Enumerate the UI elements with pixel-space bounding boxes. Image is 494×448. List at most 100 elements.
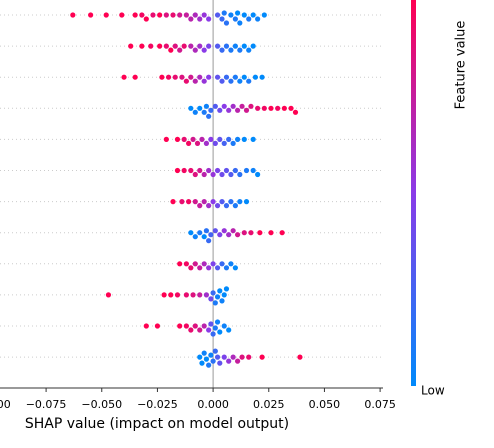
shap-point <box>217 136 223 142</box>
shap-point <box>234 358 241 364</box>
x-tick-label: −0.025 <box>137 398 178 411</box>
shap-point <box>206 16 212 22</box>
shap-point <box>237 47 243 53</box>
shap-point <box>168 47 174 53</box>
shap-point <box>186 140 192 146</box>
shap-point <box>210 199 216 205</box>
shap-point <box>197 105 203 111</box>
shap-point <box>219 199 225 205</box>
shap-point <box>174 292 181 298</box>
shap-point <box>243 199 250 205</box>
shap-point <box>183 12 189 18</box>
shap-point <box>214 354 221 360</box>
shap-point <box>228 199 234 205</box>
shap-point <box>212 300 218 306</box>
shap-point <box>275 105 281 111</box>
shap-point <box>255 105 261 111</box>
shap-point <box>201 171 207 178</box>
shap-point <box>172 43 178 49</box>
shap-point <box>241 136 247 142</box>
shap-point <box>150 12 156 18</box>
shap-point <box>197 16 203 22</box>
shap-point <box>210 171 216 178</box>
shap-point <box>223 167 230 174</box>
shap-point <box>217 107 223 113</box>
shap-point <box>219 16 225 22</box>
shap-point <box>217 329 223 335</box>
shap-point <box>239 354 245 360</box>
shap-point <box>103 12 109 18</box>
shap-point <box>288 105 294 111</box>
shap-point <box>143 323 149 329</box>
shap-point <box>214 319 221 325</box>
shap-point <box>230 228 236 234</box>
shap-point <box>228 12 234 18</box>
shap-point <box>201 109 207 115</box>
shap-point <box>197 354 203 360</box>
shap-point <box>221 354 227 360</box>
shap-point <box>121 74 127 80</box>
shap-point <box>208 321 214 327</box>
shap-point <box>192 47 198 53</box>
shap-point <box>226 107 232 113</box>
shap-point <box>241 230 247 236</box>
shap-point <box>252 74 259 80</box>
shap-point <box>219 78 225 84</box>
x-tick-label: 0.050 <box>309 398 341 411</box>
shap-point <box>177 47 183 53</box>
shap-point <box>199 136 205 142</box>
shap-point <box>246 354 252 360</box>
shap-point <box>181 136 187 142</box>
x-tick-label: 0.000 <box>197 398 229 411</box>
shap-point <box>128 43 134 49</box>
x-tick-label: −0.050 <box>81 398 122 411</box>
shap-point <box>197 74 203 80</box>
shap-point <box>255 171 261 178</box>
shap-point <box>221 228 227 234</box>
shap-point <box>217 232 223 238</box>
shap-point <box>163 12 169 18</box>
shap-point <box>188 230 194 236</box>
shap-point <box>188 327 194 333</box>
shap-point <box>217 360 223 366</box>
shap-point <box>183 292 189 298</box>
shap-point <box>219 261 225 267</box>
x-tick-label: −0.100 <box>0 398 11 411</box>
shap-point <box>257 230 263 236</box>
shap-point <box>221 292 227 298</box>
shap-point <box>163 43 169 49</box>
shap-point <box>157 43 163 49</box>
shap-point <box>203 140 210 146</box>
shap-point <box>206 113 212 119</box>
shap-point <box>190 292 196 298</box>
shap-point <box>214 43 221 49</box>
shap-point <box>210 331 216 337</box>
shap-point <box>268 105 274 111</box>
shap-point <box>237 78 243 84</box>
shap-point <box>206 238 212 244</box>
x-tick-label: −0.075 <box>26 398 67 411</box>
shap-point <box>208 136 214 142</box>
shap-point <box>132 12 138 18</box>
shap-point <box>177 12 183 18</box>
shap-point <box>228 47 234 53</box>
shap-point <box>232 43 238 49</box>
shap-point <box>192 78 198 84</box>
shap-point <box>259 74 265 80</box>
shap-point <box>194 140 201 146</box>
shap-point <box>219 298 225 304</box>
shap-point <box>181 167 187 174</box>
shap-point <box>228 171 234 178</box>
shap-point <box>292 109 299 115</box>
shap-point <box>232 16 238 22</box>
shap-point <box>223 20 230 26</box>
shap-point <box>159 74 165 80</box>
shap-point <box>70 12 76 18</box>
shap-point <box>243 167 250 174</box>
shap-point <box>221 323 227 329</box>
shap-point <box>232 265 238 271</box>
shap-point <box>203 228 210 234</box>
shap-point <box>223 265 230 271</box>
shap-point <box>232 167 238 174</box>
shap-point <box>221 10 227 16</box>
